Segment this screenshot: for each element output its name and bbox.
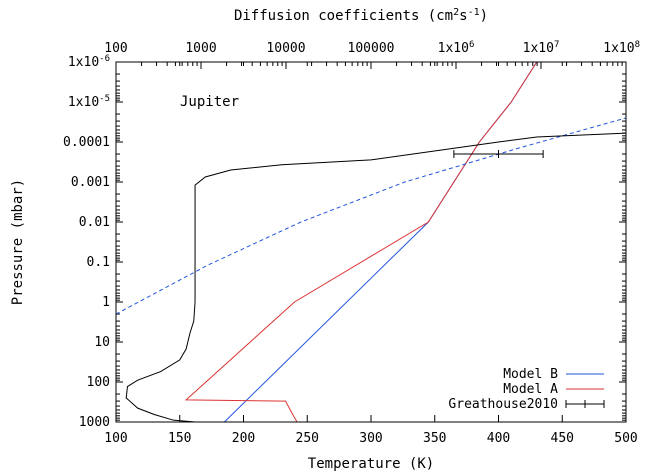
tick-label-exp: 8 [635, 40, 640, 50]
x-tick-label: 500 [614, 431, 637, 446]
y-tick-label: 100 [87, 375, 110, 390]
x-tick-label: 450 [551, 431, 574, 446]
x-tick-label: 400 [487, 431, 510, 446]
top-axis-label-mid: s [459, 8, 467, 24]
tick-label-base: 1x10 [603, 41, 634, 56]
series-temperature-profile [125, 132, 627, 423]
top-axis-label-sup1: 2 [453, 7, 459, 18]
series-kzz [115, 117, 627, 315]
tick-label-exp: 6 [469, 40, 474, 50]
x-tick-label: 350 [423, 431, 446, 446]
tick-label-base: 0.1 [87, 255, 110, 270]
x-tick-label: 300 [359, 431, 382, 446]
tick-label-base: 100 [87, 375, 110, 390]
tick-label-base: 0.01 [79, 215, 110, 230]
y-tick-label: 1 [102, 295, 110, 310]
series-model-b [224, 61, 538, 423]
top-tick-label: 1x106 [438, 40, 475, 56]
y-tick-label: 10 [94, 335, 110, 350]
top-axis-label: Diffusion coefficients (cm2s-1) [234, 7, 488, 25]
y-tick-label: 1x10-6 [68, 54, 110, 70]
legend-label-model-b: Model B [503, 367, 558, 382]
tick-label-base: 100 [104, 41, 127, 56]
tick-label-base: 0.001 [71, 175, 110, 190]
y-axis-label: Pressure (mbar) [10, 179, 26, 305]
x-tick-label: 100 [104, 431, 127, 446]
y-tick-label: 1x10-5 [68, 94, 110, 110]
top-tick-label: 1x107 [523, 40, 560, 56]
x-tick-label: 150 [168, 431, 191, 446]
jupiter-annotation: Jupiter [180, 94, 239, 110]
top-axis-label-sup2: -1 [468, 7, 480, 18]
tick-label-base: 100000 [348, 41, 395, 56]
y-tick-label: 0.001 [71, 175, 110, 190]
tick-label-base: 1x10 [68, 95, 99, 110]
tick-label-base: 1 [102, 295, 110, 310]
series-layer [115, 61, 627, 423]
y-tick-label: 0.01 [79, 215, 110, 230]
top-tick-label: 1x108 [603, 40, 640, 56]
tick-label-base: 1x10 [438, 41, 469, 56]
tick-label-base: 10 [94, 335, 110, 350]
y-tick-label: 0.0001 [63, 135, 110, 150]
y-tick-label: 1000 [79, 415, 110, 430]
tick-label-base: 0.0001 [63, 135, 110, 150]
legend-label-model-a: Model A [503, 382, 558, 397]
tick-label-exp: 7 [554, 40, 559, 50]
tick-label-exp: -6 [99, 54, 110, 64]
top-axis-label-main: Diffusion coefficients (cm [234, 8, 453, 24]
top-tick-label: 10000 [266, 41, 305, 56]
tick-label-base: 1x10 [523, 41, 554, 56]
top-axis-label-end: ) [480, 8, 488, 24]
x-tick-label: 200 [232, 431, 255, 446]
legend-label-greathouse2010: Greathouse2010 [448, 397, 558, 412]
x-tick-label: 250 [296, 431, 319, 446]
y-tick-label: 0.1 [87, 255, 110, 270]
top-tick-label: 100 [104, 41, 127, 56]
tick-label-base: 10000 [266, 41, 305, 56]
tick-label-base: 1000 [79, 415, 110, 430]
top-tick-label: 100000 [348, 41, 395, 56]
top-tick-label: 1000 [185, 41, 216, 56]
tick-label-exp: -5 [99, 94, 110, 104]
x-axis-label: Temperature (K) [308, 456, 434, 472]
tick-label-base: 1000 [185, 41, 216, 56]
plot-frame [115, 61, 627, 423]
series-model-a [184, 61, 538, 423]
tick-label-base: 1x10 [68, 55, 99, 70]
